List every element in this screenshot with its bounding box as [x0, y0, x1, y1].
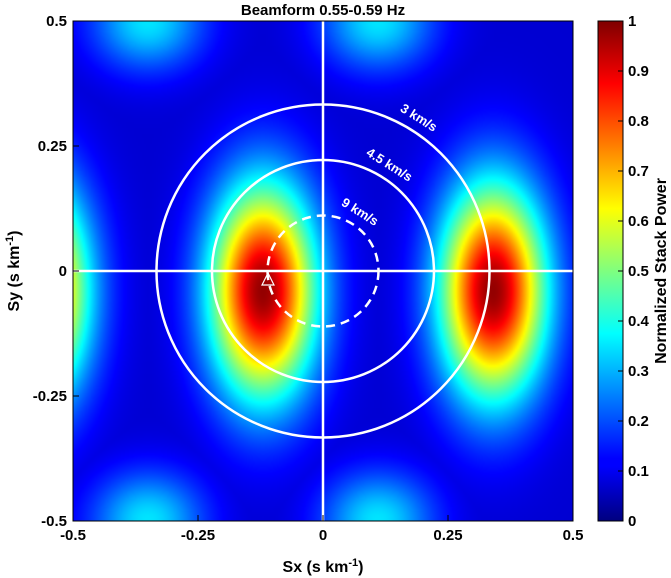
y-axis-label-sup: -1 — [4, 236, 16, 246]
y-tick-label-2: 0 — [59, 263, 67, 280]
velocity-circle-2 — [266, 214, 380, 328]
colorbar-label: Normalized Stack Power — [653, 178, 670, 364]
x-axis-label: Sx (s km-1) — [283, 557, 364, 576]
station-marker-triangle — [261, 271, 275, 286]
cb-tick-label-7: 0.3 — [628, 363, 649, 380]
x-tick-label-0: -0.5 — [60, 527, 86, 544]
y-axis-label: Sy (s km-1) — [4, 231, 23, 312]
x-tick-label-4: 0.5 — [563, 527, 584, 544]
overlay-group — [73, 21, 573, 521]
cb-tick-label-2: 0.8 — [628, 113, 649, 130]
cb-tick-label-4: 0.6 — [628, 213, 649, 230]
cb-tick-label-9: 0.1 — [628, 463, 649, 480]
colorbar-ticks: 1 0.9 0.8 0.7 0.6 0.5 0.4 0.3 0.2 0.1 0 — [618, 13, 650, 530]
velocity-circle-1 — [210, 158, 436, 384]
x-axis-label-end: ) — [358, 559, 363, 576]
x-axis-label-main: Sx (s km — [283, 559, 349, 576]
cb-tick-label-10: 0 — [628, 513, 636, 530]
cb-tick-label-8: 0.2 — [628, 413, 649, 430]
y-axis-label-group: Sy (s km-1) — [4, 231, 23, 312]
y-tick-label-4: 0.5 — [46, 13, 67, 30]
y-tick-label-1: -0.25 — [33, 388, 67, 405]
y-axis-label-main: Sy (s km — [6, 246, 23, 312]
cb-tick-label-1: 0.9 — [628, 63, 649, 80]
y-axis: -0.5 -0.25 0 0.25 0.5 — [33, 13, 79, 530]
x-tick-label-1: -0.25 — [181, 527, 215, 544]
y-axis-label-end: ) — [6, 231, 23, 236]
cb-tick-label-6: 0.4 — [628, 313, 650, 330]
cb-tick-label-0: 1 — [628, 13, 636, 30]
x-tick-label-3: 0.25 — [433, 527, 462, 544]
x-axis-label-sup: -1 — [348, 557, 358, 569]
y-tick-label-3: 0.25 — [38, 138, 67, 155]
x-axis: -0.5 -0.25 0 0.25 0.5 — [60, 515, 583, 544]
cb-tick-label-3: 0.7 — [628, 163, 649, 180]
chart-title: Beamform 0.55-0.59 Hz — [241, 2, 405, 19]
cb-tick-label-5: 0.5 — [628, 263, 649, 280]
y-tick-label-0: -0.5 — [41, 513, 67, 530]
velocity-circle-0 — [155, 103, 491, 439]
x-tick-label-2: 0 — [319, 527, 327, 544]
colorbar-label-group: Normalized Stack Power — [653, 178, 670, 364]
